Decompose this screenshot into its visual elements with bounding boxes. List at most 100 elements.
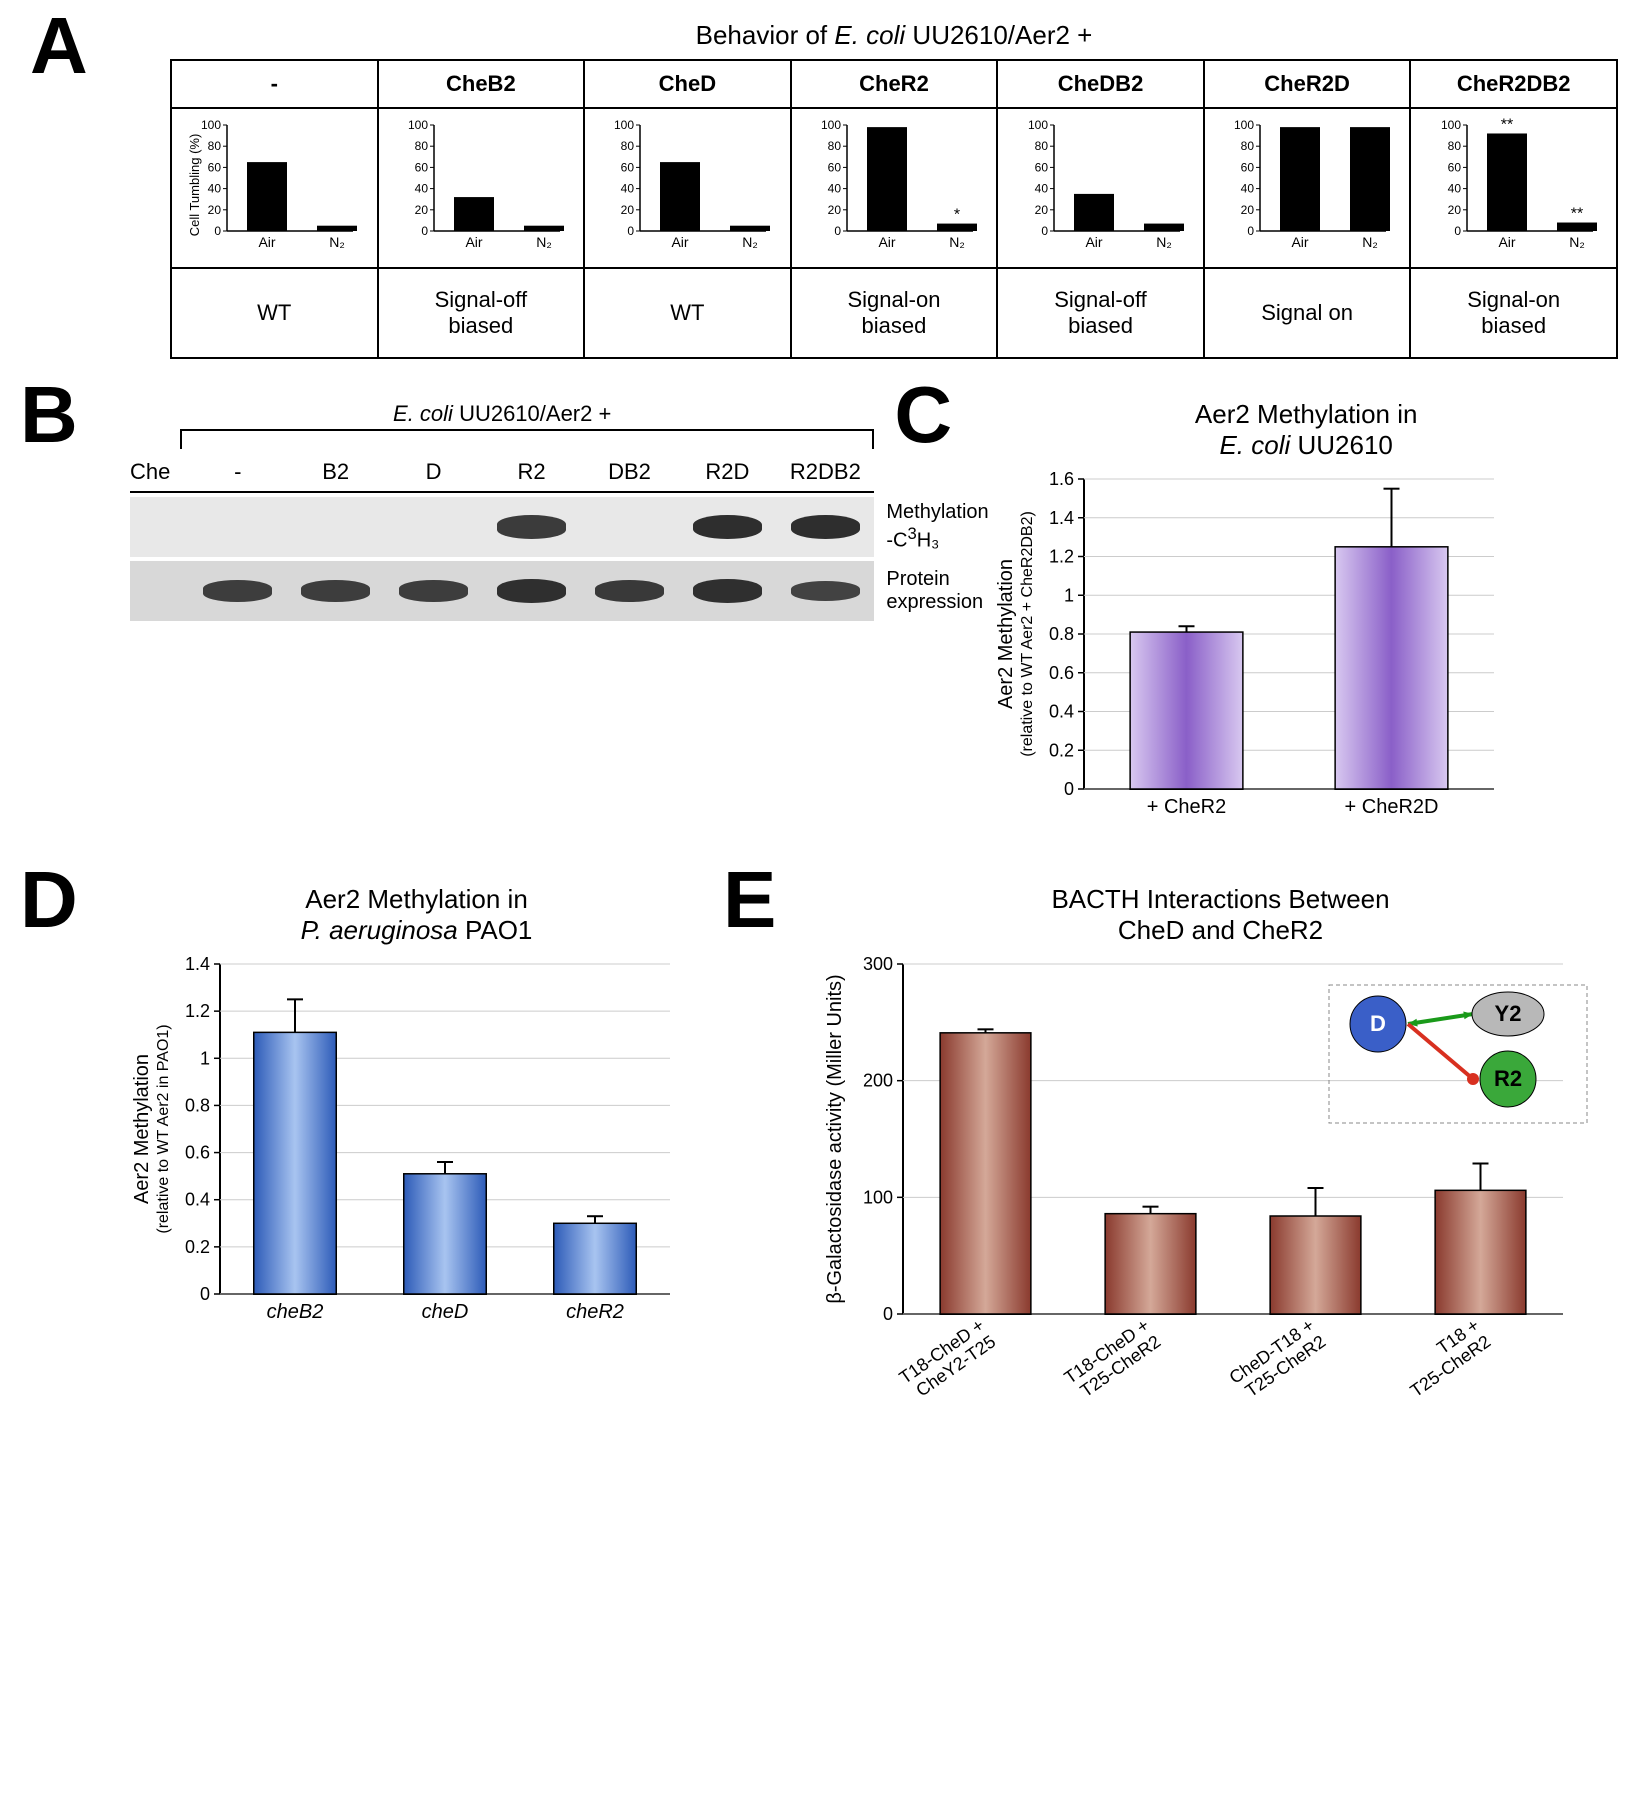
svg-text:Air: Air <box>1292 234 1309 250</box>
svg-text:N₂: N₂ <box>743 234 759 250</box>
svg-text:60: 60 <box>1241 160 1255 174</box>
panel-c-title-italic: E. coli <box>1219 430 1290 460</box>
panel-a-behavior-label: WT <box>171 268 378 358</box>
svg-text:0.6: 0.6 <box>1049 663 1074 683</box>
gel-lane-label: DB2 <box>581 459 679 485</box>
panel-c-title-prefix: Aer2 Methylation in <box>1195 399 1418 429</box>
svg-text:Aer2 Methylation: Aer2 Methylation <box>995 559 1017 709</box>
panel-a-col-header: CheR2 <box>791 60 998 108</box>
svg-text:100: 100 <box>1234 118 1254 132</box>
panel-a-col-header: CheDB2 <box>997 60 1204 108</box>
gel-lane <box>189 561 287 621</box>
svg-text:0: 0 <box>1041 224 1048 238</box>
panel-c-chart: Aer2 Methylation(relative to WT Aer2 + C… <box>994 469 1618 834</box>
svg-text:100: 100 <box>821 118 841 132</box>
svg-text:60: 60 <box>828 160 842 174</box>
panel-d-title-suffix: PAO1 <box>458 915 533 945</box>
panel-a-label-row: WTSignal-offbiasedWTSignal-onbiasedSigna… <box>171 268 1617 358</box>
panel-c: C Aer2 Methylation in E. coli UU2610 Aer… <box>914 399 1618 834</box>
panel-a-mini-chart: 020406080100Air**N₂** <box>1410 108 1617 268</box>
svg-text:**: ** <box>1570 206 1582 223</box>
panel-d-title-italic: P. aeruginosa <box>301 915 458 945</box>
svg-text:+ CheR2D: + CheR2D <box>1345 796 1439 818</box>
svg-text:40: 40 <box>1241 182 1255 196</box>
panel-a-mini-chart: 020406080100AirN₂ <box>584 108 791 268</box>
panel-a-col-header: CheB2 <box>378 60 585 108</box>
svg-text:0.8: 0.8 <box>185 1095 210 1115</box>
gel-lane <box>385 497 483 557</box>
panel-a-table: -CheB2CheDCheR2CheDB2CheR2DCheR2DB2 0204… <box>170 59 1618 359</box>
svg-text:20: 20 <box>1447 203 1461 217</box>
svg-text:0: 0 <box>215 224 222 238</box>
panel-e-title-l1: BACTH Interactions Between <box>1051 884 1389 914</box>
svg-text:CheD-T18 +T25-CheR2: CheD-T18 +T25-CheR2 <box>1226 1315 1330 1404</box>
panel-d: D Aer2 Methylation in P. aeruginosa PAO1… <box>30 884 703 1339</box>
svg-text:Air: Air <box>878 234 895 250</box>
svg-text:40: 40 <box>414 182 428 196</box>
svg-text:40: 40 <box>1447 182 1461 196</box>
gel-lane-labels: Che-B2DR2DB2R2DR2DB2 <box>130 459 874 493</box>
svg-text:1: 1 <box>1064 585 1074 605</box>
svg-text:0: 0 <box>421 224 428 238</box>
svg-text:Air: Air <box>1085 234 1102 250</box>
panel-a-title-italic: E. coli <box>834 20 905 50</box>
panel-a-mini-chart: 020406080100AirN₂ <box>997 108 1204 268</box>
svg-text:20: 20 <box>1034 203 1048 217</box>
panel-e-title-l2: CheD and CheR2 <box>1118 915 1323 945</box>
gel-lane-label: D <box>385 459 483 485</box>
panel-e: E BACTH Interactions Between CheD and Ch… <box>743 884 1618 1439</box>
svg-text:N₂: N₂ <box>1362 234 1378 250</box>
svg-text:N₂: N₂ <box>1569 234 1585 250</box>
gel-caption-italic: E. coli <box>393 401 453 426</box>
svg-text:1: 1 <box>200 1048 210 1068</box>
svg-text:80: 80 <box>828 139 842 153</box>
row-bc: B E. coli UU2610/Aer2 + Che-B2DR2DB2R2DR… <box>30 399 1618 834</box>
svg-text:1.4: 1.4 <box>185 954 210 974</box>
svg-text:0: 0 <box>628 224 635 238</box>
svg-text:Air: Air <box>259 234 276 250</box>
svg-text:0: 0 <box>883 1304 893 1324</box>
panel-a-mini-chart: 020406080100AirN₂ <box>378 108 585 268</box>
svg-text:N₂: N₂ <box>1156 234 1172 250</box>
gel-lane-label: B2 <box>287 459 385 485</box>
panel-b: B E. coli UU2610/Aer2 + Che-B2DR2DB2R2DR… <box>30 399 874 625</box>
svg-text:40: 40 <box>828 182 842 196</box>
gel-lane-prefix: Che <box>130 459 189 485</box>
panel-d-chart: Aer2 Methylation(relative to WT Aer2 in … <box>130 954 703 1339</box>
panel-a-col-header: - <box>171 60 378 108</box>
svg-text:80: 80 <box>1447 139 1461 153</box>
gel-lane <box>483 497 581 557</box>
gel-lane-label: - <box>189 459 287 485</box>
svg-text:0.8: 0.8 <box>1049 624 1074 644</box>
svg-text:20: 20 <box>208 203 222 217</box>
panel-a-title: Behavior of E. coli UU2610/Aer2 + <box>170 20 1618 51</box>
svg-text:80: 80 <box>208 139 222 153</box>
panel-e-label: E <box>723 854 776 946</box>
svg-text:**: ** <box>1500 116 1512 133</box>
panel-a-behavior-label: Signal-offbiased <box>378 268 585 358</box>
panel-b-label: B <box>20 369 78 461</box>
panel-e-chart: β-Galactosidase activity (Miller Units)0… <box>823 954 1618 1439</box>
row-de: D Aer2 Methylation in P. aeruginosa PAO1… <box>30 884 1618 1439</box>
gel-methylation-row: Methylation-C3H₃ <box>130 497 874 557</box>
gel-caption: E. coli UU2610/Aer2 + <box>130 401 874 427</box>
svg-text:R2: R2 <box>1494 1066 1522 1091</box>
panel-c-title: Aer2 Methylation in E. coli UU2610 <box>994 399 1618 461</box>
svg-text:40: 40 <box>621 182 635 196</box>
panel-e-title: BACTH Interactions Between CheD and CheR… <box>823 884 1618 946</box>
svg-text:+ CheR2: + CheR2 <box>1147 796 1227 818</box>
svg-text:0.4: 0.4 <box>185 1190 210 1210</box>
panel-a-col-header: CheR2DB2 <box>1410 60 1617 108</box>
gel-lane <box>483 561 581 621</box>
gel-lane <box>776 497 874 557</box>
svg-text:0.6: 0.6 <box>185 1143 210 1163</box>
svg-text:80: 80 <box>414 139 428 153</box>
panel-c-title-suffix: UU2610 <box>1290 430 1393 460</box>
svg-text:100: 100 <box>201 118 221 132</box>
gel-lane <box>678 561 776 621</box>
svg-text:80: 80 <box>1034 139 1048 153</box>
panel-b-content: E. coli UU2610/Aer2 + Che-B2DR2DB2R2DR2D… <box>130 459 874 621</box>
panel-c-content: Aer2 Methylation in E. coli UU2610 Aer2 … <box>994 399 1618 834</box>
svg-text:0.2: 0.2 <box>185 1237 210 1257</box>
svg-text:N₂: N₂ <box>330 234 346 250</box>
